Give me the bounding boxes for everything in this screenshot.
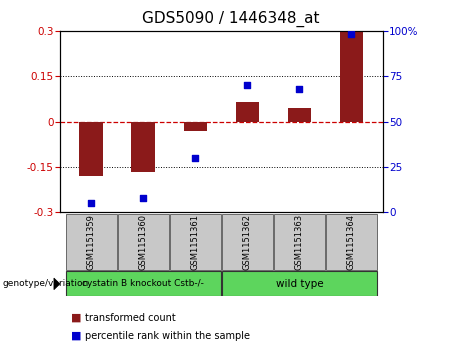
Bar xyxy=(79,122,103,176)
Bar xyxy=(222,271,377,296)
Text: GDS5090 / 1446348_at: GDS5090 / 1446348_at xyxy=(142,11,319,27)
Bar xyxy=(326,214,377,270)
Point xyxy=(243,82,251,88)
Bar xyxy=(340,32,363,122)
Bar xyxy=(288,108,311,122)
Bar xyxy=(131,122,155,171)
Text: GSM1151364: GSM1151364 xyxy=(347,214,356,270)
Text: GSM1151359: GSM1151359 xyxy=(87,215,96,270)
Bar xyxy=(170,214,221,270)
Bar xyxy=(118,214,169,270)
Text: ■: ■ xyxy=(71,313,82,323)
Point xyxy=(296,86,303,92)
Text: GSM1151362: GSM1151362 xyxy=(243,214,252,270)
Bar xyxy=(65,214,117,270)
Text: GSM1151360: GSM1151360 xyxy=(139,214,148,270)
Text: wild type: wild type xyxy=(276,278,323,289)
Point xyxy=(140,195,147,201)
Text: GSM1151363: GSM1151363 xyxy=(295,214,304,270)
Text: transformed count: transformed count xyxy=(85,313,176,323)
Bar xyxy=(274,214,325,270)
Bar xyxy=(222,214,273,270)
Point xyxy=(88,200,95,206)
Text: genotype/variation: genotype/variation xyxy=(2,280,89,288)
Bar xyxy=(236,102,259,122)
Point xyxy=(348,32,355,37)
Text: cystatin B knockout Cstb-/-: cystatin B knockout Cstb-/- xyxy=(82,279,204,288)
Bar xyxy=(65,271,221,296)
Text: percentile rank within the sample: percentile rank within the sample xyxy=(85,331,250,341)
Polygon shape xyxy=(54,278,60,290)
Point xyxy=(192,155,199,161)
Bar xyxy=(183,122,207,131)
Text: ■: ■ xyxy=(71,331,82,341)
Text: GSM1151361: GSM1151361 xyxy=(191,214,200,270)
